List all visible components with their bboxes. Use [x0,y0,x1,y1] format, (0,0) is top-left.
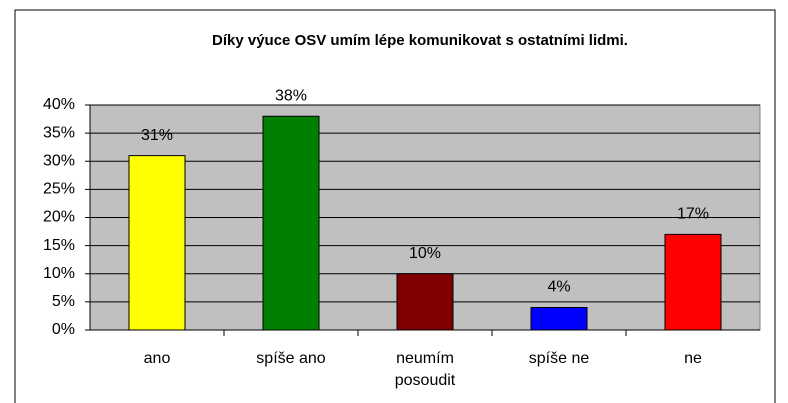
x-tick-label: spíše ano [256,350,326,367]
bar [262,115,320,331]
bar [530,307,588,331]
y-tick-label: 25% [43,181,75,198]
bar [396,273,454,331]
y-tick-label: 10% [43,265,75,282]
bar [664,233,722,331]
x-tick-label: spíše ne [528,350,590,367]
data-label: 4% [547,279,570,296]
data-label: 38% [275,87,307,104]
y-tick-label: 30% [43,152,75,169]
y-tick-label: 40% [43,96,75,113]
y-tick-label: 15% [43,237,75,254]
y-tick-label: 35% [43,124,75,141]
x-tick-label: ano [143,350,171,367]
data-label: 17% [677,206,709,223]
data-label: 10% [409,245,441,262]
y-tick-label: 20% [43,209,75,226]
y-tick-label: 5% [52,293,75,310]
x-tick-label: ne [684,350,702,367]
x-tick-label: neumím posoudit [394,350,456,389]
y-tick-label: 0% [52,321,75,338]
bar [128,155,186,331]
chart-title: Díky výuce OSV umím lépe komunikovat s o… [212,32,628,49]
data-label: 31% [141,127,173,144]
